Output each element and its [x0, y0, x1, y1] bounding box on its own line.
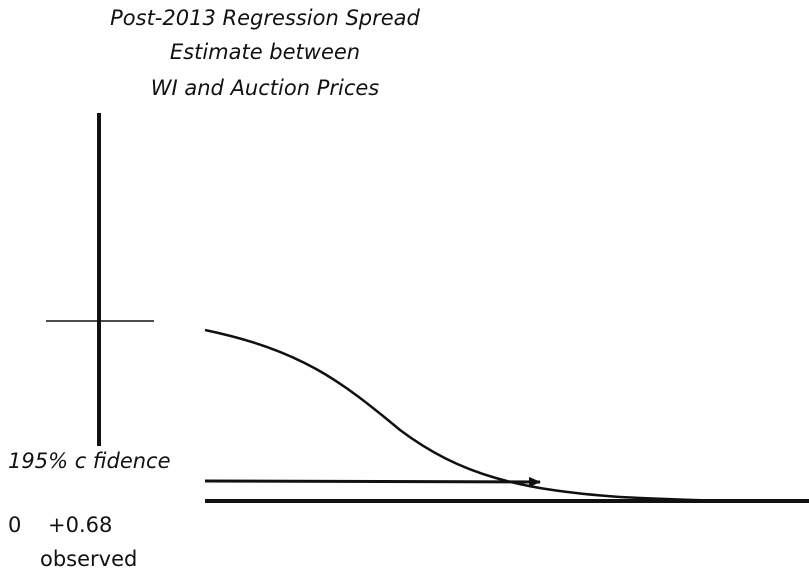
- origin-label: 0: [8, 513, 21, 537]
- title-line: WI and Auction Prices: [151, 76, 380, 100]
- title-line: Estimate between: [170, 40, 360, 64]
- arrow: [204, 476, 541, 487]
- offset-label: +0.68: [48, 513, 112, 537]
- observed-label: observed: [40, 547, 137, 571]
- title-line: Post-2013 Regression Spread: [110, 6, 420, 30]
- curve: [204, 328, 761, 503]
- confidence-label: 195% c fidence: [8, 449, 171, 473]
